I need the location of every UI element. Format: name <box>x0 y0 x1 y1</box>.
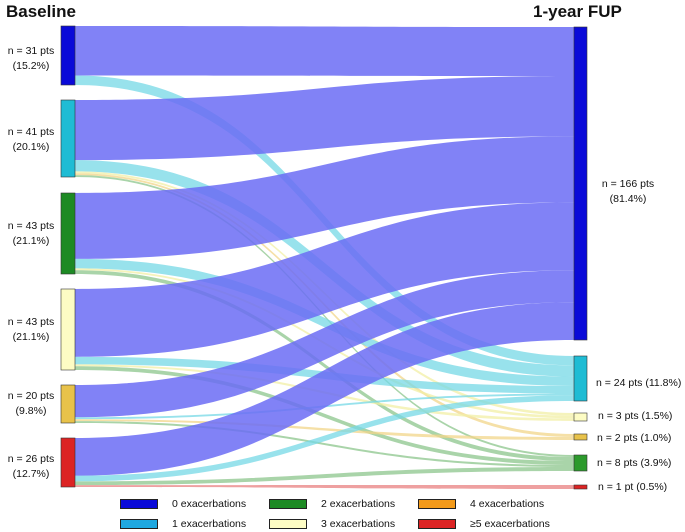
left-node-count-5: n = 26 pts <box>7 453 55 465</box>
flow-22 <box>75 485 574 489</box>
left-node-count-2: n = 43 pts <box>7 220 55 232</box>
right-node-count-0: n = 166 pts <box>601 178 655 190</box>
left-node-pct-2: (21.1%) <box>12 235 50 247</box>
flow-0 <box>75 26 574 77</box>
flow-17 <box>75 419 574 440</box>
baseline-heading: Baseline <box>6 2 76 21</box>
right-node-3 <box>573 433 588 441</box>
right-node-label-4: n = 8 pts (3.9%) <box>597 457 672 469</box>
left-node-2 <box>60 192 76 275</box>
right-node-label-2: n = 3 pts (1.5%) <box>598 410 673 422</box>
right-node-label-1: n = 24 pts (11.8%) <box>596 377 682 389</box>
left-node-pct-1: (20.1%) <box>12 141 50 153</box>
right-node-label-0: n = 166 pts (81.4%) <box>593 177 663 207</box>
flow-6 <box>75 175 574 457</box>
left-node-0 <box>60 25 76 86</box>
flow-18 <box>75 421 574 467</box>
flow-11 <box>75 202 574 357</box>
right-node-pct-0: (81.4%) <box>609 193 647 205</box>
left-node-count-4: n = 20 pts <box>7 390 55 402</box>
left-node-label-4: n = 20 pts (9.8%) <box>1 389 61 419</box>
right-node-4 <box>573 454 588 472</box>
left-node-count-0: n = 31 pts <box>7 45 55 57</box>
left-node-label-3: n = 43 pts (21.1%) <box>1 315 61 345</box>
flow-7 <box>75 136 574 259</box>
flow-10 <box>75 270 574 461</box>
left-node-pct-0: (15.2%) <box>12 60 50 72</box>
flow-19 <box>75 302 574 476</box>
flow-15 <box>75 270 574 418</box>
flows <box>75 26 574 489</box>
flow-20 <box>75 395 574 482</box>
left-node-1 <box>60 99 76 178</box>
right-node-label-5: n = 1 pt (0.5%) <box>598 481 668 493</box>
left-node-label-2: n = 43 pts (21.1%) <box>1 219 61 249</box>
left-node-pct-4: (9.8%) <box>15 405 47 417</box>
followup-heading: 1-year FUP <box>533 2 622 21</box>
flow-21 <box>75 467 574 486</box>
flow-2 <box>75 76 574 161</box>
left-node-4 <box>60 384 76 424</box>
left-node-count-3: n = 43 pts <box>7 316 55 328</box>
right-node-5 <box>573 484 588 490</box>
right-node-1 <box>573 355 588 402</box>
flow-14 <box>75 366 574 465</box>
left-node-label-5: n = 26 pts (12.7%) <box>1 452 61 482</box>
left-node-label-0: n = 31 pts (15.2%) <box>1 44 61 74</box>
left-node-pct-5: (12.7%) <box>12 468 50 480</box>
right-node-2 <box>573 412 588 422</box>
left-node-label-1: n = 41 pts (20.1%) <box>1 125 61 155</box>
left-node-pct-3: (21.1%) <box>12 331 50 343</box>
left-node-5 <box>60 437 76 488</box>
left-node-count-1: n = 41 pts <box>7 126 55 138</box>
right-node-label-3: n = 2 pts (1.0%) <box>597 432 672 444</box>
right-node-0 <box>573 26 588 341</box>
left-node-3 <box>60 288 76 371</box>
flow-8 <box>75 258 574 386</box>
